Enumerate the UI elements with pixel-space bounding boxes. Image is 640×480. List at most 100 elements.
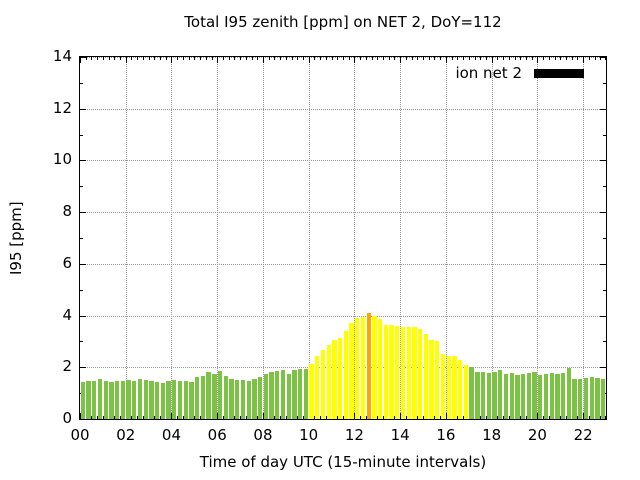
x-minor-tick xyxy=(354,57,356,60)
x-minor-tick xyxy=(457,416,459,419)
x-minor-tick xyxy=(485,57,487,60)
x-minor-tick xyxy=(343,416,344,419)
x-minor-tick xyxy=(188,416,190,419)
x-minor-tick xyxy=(548,57,550,60)
data-bar xyxy=(469,366,474,419)
x-minor-tick xyxy=(217,416,219,419)
h-gridline xyxy=(80,315,606,317)
x-major-tick xyxy=(491,57,493,63)
x-minor-tick xyxy=(543,57,545,60)
x-minor-tick xyxy=(302,57,304,60)
x-major-tick xyxy=(308,57,310,63)
x-minor-tick xyxy=(503,416,505,419)
x-minor-tick xyxy=(577,57,579,60)
x-minor-tick xyxy=(291,416,293,419)
y-axis-label: I95 [ppm] xyxy=(7,201,25,275)
data-bar xyxy=(183,381,188,419)
x-minor-tick xyxy=(325,416,327,419)
data-bar xyxy=(555,374,560,419)
data-bar xyxy=(137,379,143,419)
x-minor-tick xyxy=(583,416,585,419)
x-minor-tick xyxy=(388,57,390,60)
y-tick-label: 6 xyxy=(62,253,72,272)
x-minor-tick xyxy=(337,57,339,60)
x-minor-tick xyxy=(405,57,407,60)
data-bar xyxy=(406,327,411,419)
v-gridline xyxy=(445,57,447,419)
x-minor-tick xyxy=(142,416,144,419)
data-bar xyxy=(532,371,537,419)
x-minor-tick xyxy=(280,416,282,419)
v-gridline xyxy=(354,57,356,419)
x-minor-tick xyxy=(531,57,533,60)
v-gridline xyxy=(308,57,310,419)
data-bar xyxy=(463,365,469,419)
y-minor-tick xyxy=(603,82,606,84)
x-minor-tick xyxy=(211,57,213,60)
x-minor-tick xyxy=(474,416,476,419)
y-major-tick xyxy=(600,212,606,214)
v-gridline xyxy=(400,57,402,419)
x-minor-tick xyxy=(80,416,81,419)
x-minor-tick xyxy=(274,57,276,60)
x-minor-tick xyxy=(188,57,190,60)
x-minor-tick xyxy=(405,416,407,419)
data-bar xyxy=(246,381,251,419)
x-tick-label: 18 xyxy=(482,426,502,444)
data-bar xyxy=(315,356,320,419)
data-bar xyxy=(589,377,594,419)
y-minor-tick xyxy=(80,134,83,136)
x-minor-tick xyxy=(503,57,505,60)
y-major-tick xyxy=(80,108,86,110)
x-minor-tick xyxy=(571,57,573,60)
data-bar xyxy=(446,356,451,419)
x-minor-tick xyxy=(222,57,224,60)
data-bar xyxy=(309,364,314,419)
y-tick-label: 4 xyxy=(62,305,72,324)
data-bar xyxy=(480,371,486,419)
data-bar xyxy=(86,381,91,419)
x-minor-tick xyxy=(291,57,293,60)
h-gridline xyxy=(80,160,606,162)
x-minor-tick xyxy=(411,57,413,60)
h-gridline xyxy=(80,263,606,265)
data-bar xyxy=(389,325,394,419)
x-minor-tick xyxy=(343,57,344,60)
x-minor-tick xyxy=(251,57,253,60)
data-bar xyxy=(526,373,531,419)
x-minor-tick xyxy=(383,57,385,60)
x-minor-tick xyxy=(251,416,253,419)
y-major-tick xyxy=(80,263,86,265)
x-minor-tick xyxy=(451,416,453,419)
x-minor-tick xyxy=(337,416,339,419)
v-gridline xyxy=(583,57,585,419)
x-minor-tick xyxy=(182,416,184,419)
x-minor-tick xyxy=(377,416,379,419)
x-minor-tick xyxy=(360,57,362,60)
data-bar xyxy=(257,376,263,419)
x-minor-tick xyxy=(480,416,482,419)
y-minor-tick xyxy=(80,289,83,291)
x-minor-tick xyxy=(262,57,264,60)
y-major-tick xyxy=(80,367,86,369)
x-minor-tick xyxy=(360,416,362,419)
data-bar xyxy=(195,377,200,419)
x-minor-tick xyxy=(468,416,470,419)
x-minor-tick xyxy=(520,57,522,60)
x-minor-tick xyxy=(154,416,156,419)
x-minor-tick xyxy=(548,416,550,419)
data-bar xyxy=(115,381,120,419)
x-minor-tick xyxy=(314,57,316,60)
x-minor-tick xyxy=(171,416,173,419)
data-bar xyxy=(297,369,303,419)
x-minor-tick xyxy=(417,57,419,60)
data-bar xyxy=(80,382,85,419)
y-minor-tick xyxy=(80,186,83,188)
data-bar xyxy=(458,359,463,419)
y-major-tick xyxy=(600,315,606,317)
x-minor-tick xyxy=(600,57,602,60)
x-minor-tick xyxy=(543,416,545,419)
x-minor-tick xyxy=(97,57,99,60)
x-tick-label: 00 xyxy=(70,426,90,444)
